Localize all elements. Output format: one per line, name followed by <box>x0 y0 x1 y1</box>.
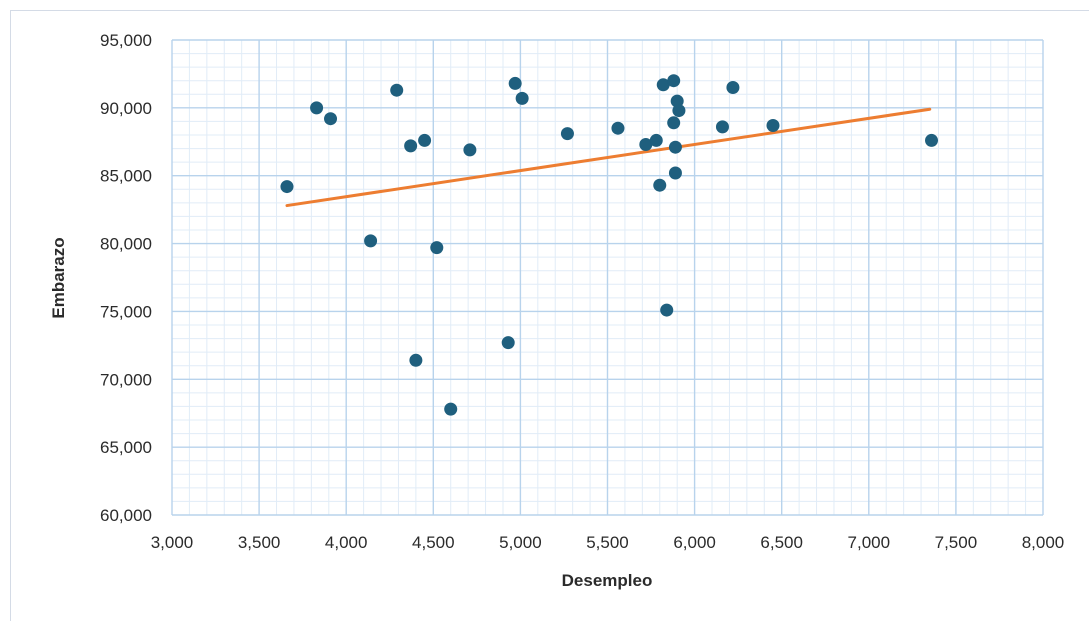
data-point <box>668 140 682 154</box>
y-tick-label: 95,000 <box>100 31 152 50</box>
chart-frame <box>10 10 1089 621</box>
data-point <box>463 143 477 157</box>
data-point <box>409 353 423 367</box>
data-point <box>649 133 663 147</box>
data-point <box>668 166 682 180</box>
y-axis-title: Embarazo <box>49 237 68 318</box>
data-point <box>656 78 670 92</box>
data-point <box>667 116 681 130</box>
data-point <box>444 402 458 416</box>
data-point <box>404 139 418 153</box>
data-point <box>611 121 625 135</box>
x-tick-label: 4,000 <box>325 533 368 552</box>
x-axis-title: Desempleo <box>562 571 653 590</box>
data-point <box>310 101 324 115</box>
y-tick-label: 70,000 <box>100 370 152 389</box>
y-tick-label: 80,000 <box>100 235 152 254</box>
y-tick-label: 90,000 <box>100 99 152 118</box>
data-point <box>766 119 780 132</box>
trendline <box>285 107 932 208</box>
data-point <box>430 241 444 255</box>
y-tick-label: 60,000 <box>100 506 152 525</box>
x-tick-label: 7,500 <box>935 533 978 552</box>
x-tick-label: 5,500 <box>586 533 629 552</box>
x-tick-label: 6,500 <box>760 533 803 552</box>
data-point <box>280 180 294 194</box>
x-tick-label: 3,000 <box>151 533 194 552</box>
data-point <box>501 336 515 350</box>
data-point <box>672 104 686 118</box>
x-tick-label: 7,000 <box>848 533 891 552</box>
data-point <box>715 120 729 134</box>
data-point <box>660 303 674 317</box>
data-point <box>925 133 939 147</box>
y-tick-label: 75,000 <box>100 302 152 321</box>
data-point <box>390 83 404 97</box>
data-point <box>515 91 529 105</box>
data-point <box>667 74 681 88</box>
x-tick-label: 6,000 <box>673 533 716 552</box>
x-tick-label: 4,500 <box>412 533 455 552</box>
y-axis-tick-labels: 60,000 65,000 70,000 75,000 80,000 85,000 90,0… <box>100 31 152 525</box>
y-tick-label: 85,000 <box>100 167 152 186</box>
data-point <box>324 112 338 126</box>
trendline-group <box>285 107 932 208</box>
x-tick-label: 5,000 <box>499 533 542 552</box>
data-point <box>508 76 522 90</box>
x-tick-label: 3,500 <box>238 533 281 552</box>
x-axis-tick-labels: 3,000 3,500 4,000 4,500 5,000 5,500 6,000 6,500… <box>151 533 1065 552</box>
data-point <box>418 133 432 147</box>
data-point <box>560 127 574 141</box>
y-tick-label: 65,000 <box>100 438 152 457</box>
data-point <box>653 178 667 192</box>
data-points <box>280 74 939 416</box>
data-point <box>364 234 378 248</box>
x-tick-label: 8,000 <box>1022 533 1065 552</box>
data-point <box>726 81 740 94</box>
data-point <box>639 138 653 151</box>
